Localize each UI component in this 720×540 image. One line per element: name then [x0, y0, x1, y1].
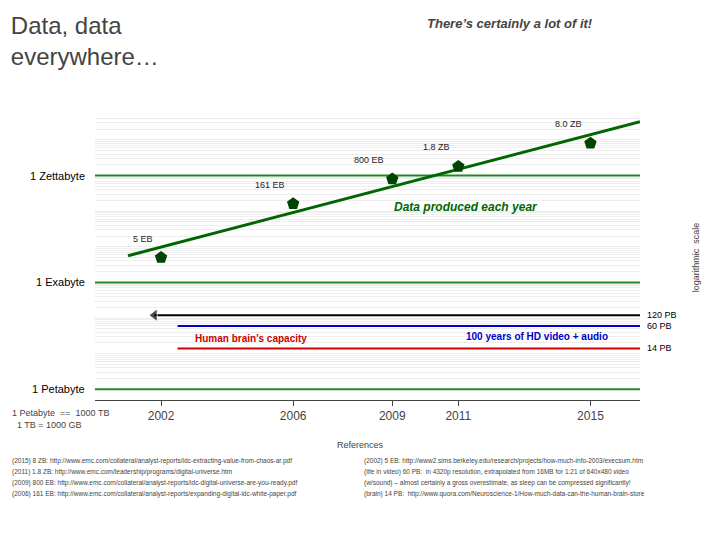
svg-text:logarithmic scale: logarithmic scale: [691, 223, 701, 293]
svg-text:Data, dataeverywhere…: Data, dataeverywhere…: [11, 12, 159, 70]
svg-text:1 Exabyte: 1 Exabyte: [36, 276, 85, 288]
svg-text:Human brain’s capacity: Human brain’s capacity: [195, 333, 307, 344]
svg-text:1 Zettabyte: 1 Zettabyte: [30, 170, 85, 182]
svg-text:800 EB: 800 EB: [354, 155, 384, 165]
svg-text:(2006) 161 EB: http://www.emc.: (2006) 161 EB: http://www.emc.com/collat…: [12, 490, 297, 498]
svg-text:14 PB: 14 PB: [647, 343, 672, 353]
svg-text:1 Petabyte: 1 Petabyte: [32, 383, 85, 395]
svg-text:1.8 ZB: 1.8 ZB: [423, 142, 450, 152]
svg-text:References: References: [337, 440, 384, 450]
svg-text:2002: 2002: [148, 409, 175, 423]
svg-text:60 PB: 60 PB: [647, 321, 672, 331]
svg-text:(2011) 1.8 ZB: http://www.emc.: (2011) 1.8 ZB: http://www.emc.com/leader…: [12, 468, 232, 476]
svg-text:(2002) 5 EB: http://www2.sims.: (2002) 5 EB: http://www2.sims.berkeley.e…: [364, 457, 643, 465]
svg-text:2009: 2009: [379, 409, 406, 423]
svg-text:(life in video) 60 PB: in 432: (life in video) 60 PB: in 4320p resoluti…: [364, 468, 629, 476]
svg-text:2015: 2015: [577, 409, 604, 423]
svg-text:(brain) 14 PB: http://www.quo: (brain) 14 PB: http://www.quora.com/Neur…: [364, 490, 645, 498]
svg-text:161 EB: 161 EB: [255, 180, 285, 190]
svg-text:1 Petabyte == 1000 TB 1 TB: 1 Petabyte == 1000 TB 1 TB = 1000 GB: [12, 408, 109, 430]
svg-text:(w/sound) – almost certainly a: (w/sound) – almost certainly a gross ove…: [364, 479, 631, 487]
svg-text:2011: 2011: [445, 409, 471, 423]
svg-text:8.0 ZB: 8.0 ZB: [555, 119, 582, 129]
svg-text:There’s certainly a lot of it!: There’s certainly a lot of it!: [427, 16, 593, 31]
svg-text:(2009) 800 EB: http://www.emc.: (2009) 800 EB: http://www.emc.com/collat…: [12, 479, 297, 487]
svg-text:100 years of HD video + audio: 100 years of HD video + audio: [466, 331, 608, 342]
svg-text:5 EB: 5 EB: [133, 234, 153, 244]
svg-text:Data produced each year: Data produced each year: [394, 200, 538, 214]
svg-text:120 PB: 120 PB: [647, 310, 677, 320]
svg-text:(2015) 8 ZB: http://www.emc.co: (2015) 8 ZB: http://www.emc.com/collater…: [12, 457, 292, 465]
svg-text:2006: 2006: [280, 409, 307, 423]
